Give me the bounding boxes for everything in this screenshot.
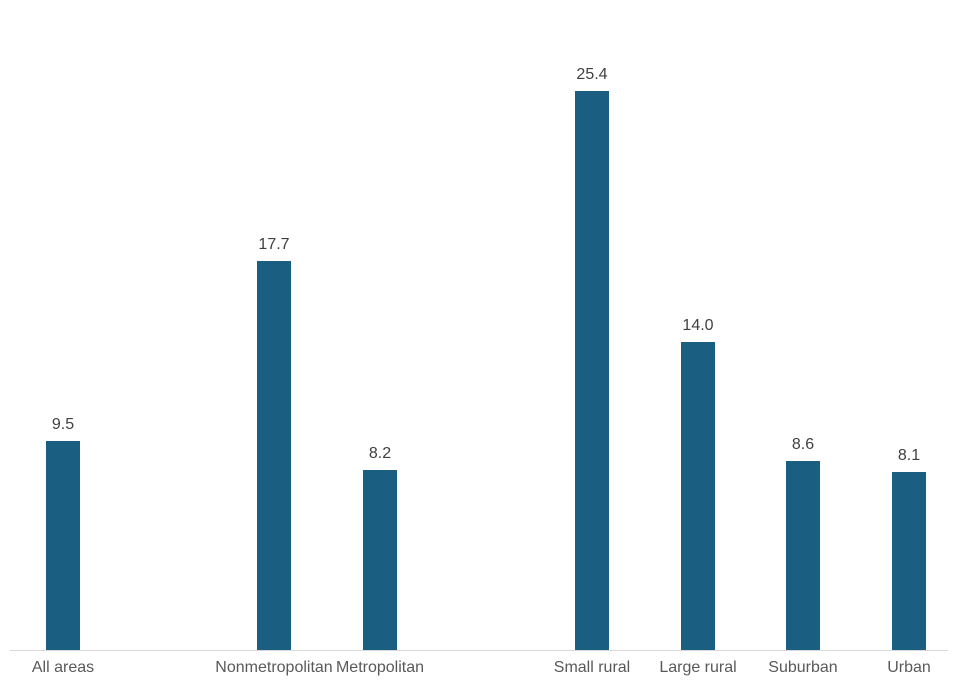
category-label-suburban: Suburban (768, 659, 838, 676)
bar-nonmetropolitan (257, 261, 291, 650)
value-label-all-areas: 9.5 (51, 416, 75, 433)
x-axis-line (10, 650, 948, 651)
bar-suburban (786, 461, 820, 650)
category-label-metropolitan: Metropolitan (335, 659, 425, 676)
value-label-nonmetropolitan: 17.7 (258, 236, 290, 253)
category-label-all-areas: All areas (31, 659, 95, 676)
value-label-urban: 8.1 (897, 447, 921, 464)
category-label-nonmetropolitan: Nonmetropolitan (215, 659, 333, 676)
bar-urban (892, 472, 926, 650)
bar-metropolitan (363, 470, 397, 650)
bar-large-rural (681, 342, 715, 650)
bar-small-rural (575, 91, 609, 650)
value-label-metropolitan: 8.2 (368, 445, 392, 462)
category-label-urban: Urban (887, 659, 931, 676)
category-label-large-rural: Large rural (659, 659, 737, 676)
bar-all-areas (46, 441, 80, 650)
value-label-large-rural: 14.0 (682, 317, 714, 334)
category-label-small-rural: Small rural (553, 659, 631, 676)
value-label-suburban: 8.6 (791, 436, 815, 453)
value-label-small-rural: 25.4 (576, 66, 608, 83)
